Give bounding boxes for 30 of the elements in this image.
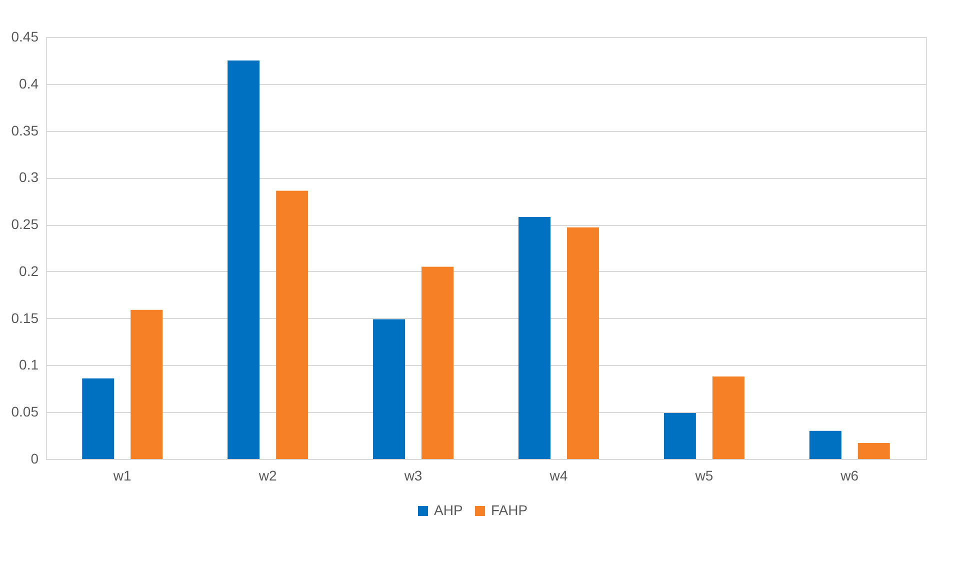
x-tick-label: w5 (694, 468, 714, 484)
bar (664, 413, 696, 459)
x-tick-label: w3 (403, 468, 422, 484)
bar (518, 217, 550, 459)
y-tick-label: 0.2 (19, 262, 39, 279)
bar (82, 378, 114, 459)
x-tick-label: w2 (258, 468, 277, 484)
y-tick-label: 0.4 (19, 75, 39, 92)
bar (228, 60, 260, 459)
y-tick-label: 0.1 (19, 356, 39, 373)
bar (130, 310, 163, 459)
y-tick-label: 0.45 (11, 28, 39, 44)
bar (809, 430, 842, 459)
bar (858, 443, 890, 459)
bar (422, 266, 454, 459)
x-tick-label: w6 (840, 468, 859, 484)
x-tick-label: w1 (112, 468, 132, 484)
legend-label: FAHP (491, 502, 528, 518)
bar (712, 376, 744, 459)
y-tick-label: 0.35 (11, 122, 39, 138)
x-tick-label: w4 (548, 468, 568, 484)
y-tick-label: 0.3 (19, 169, 39, 186)
bar (373, 319, 406, 459)
bar (566, 227, 599, 459)
y-tick-label: 0.05 (11, 404, 39, 420)
y-tick-label: 0 (30, 450, 39, 466)
y-tick-label: 0.15 (11, 310, 39, 326)
legend-label: AHP (434, 502, 463, 518)
y-tick-label: 0.25 (11, 216, 39, 232)
bar (276, 190, 308, 459)
